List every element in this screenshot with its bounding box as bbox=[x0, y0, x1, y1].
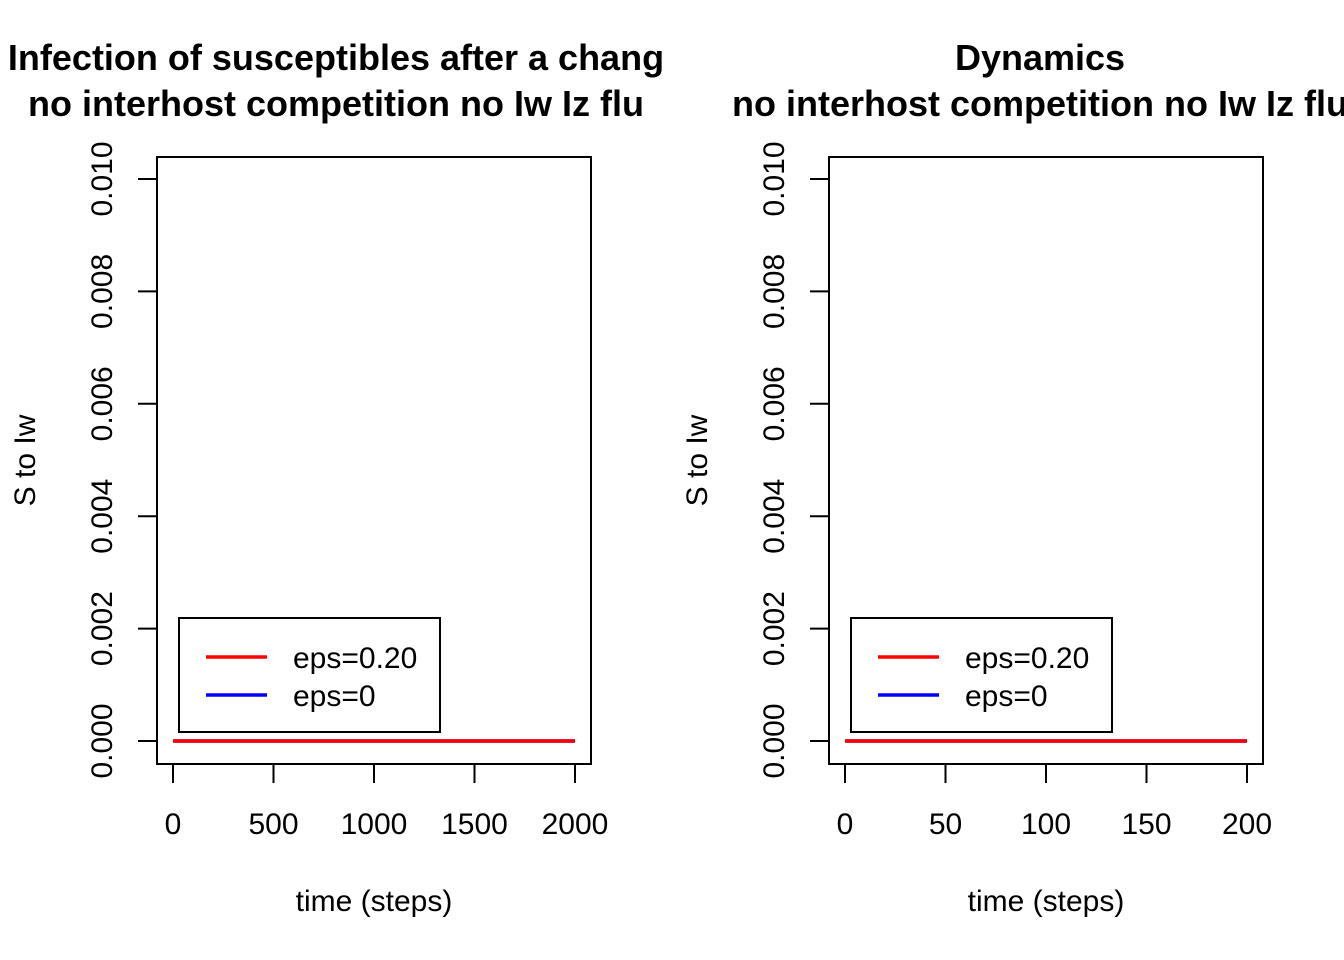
y-tick-label: 0.006 bbox=[86, 366, 119, 441]
y-tick-label: 0.000 bbox=[758, 703, 791, 778]
legend-label-1: eps=0.20 bbox=[965, 642, 1089, 675]
x-tick-label: 2000 bbox=[542, 808, 609, 841]
legend-label-1: eps=0.20 bbox=[293, 642, 417, 675]
x-tick-label: 0 bbox=[837, 808, 854, 841]
x-tick-label: 150 bbox=[1121, 808, 1171, 841]
x-tick-label: 1500 bbox=[441, 808, 508, 841]
y-tick-label: 0.000 bbox=[86, 703, 119, 778]
x-axis-label: time (steps) bbox=[296, 885, 453, 918]
legend-box bbox=[178, 617, 441, 733]
chart-subtitle: no interhost competition no Iw Iz flu bbox=[28, 83, 644, 124]
y-tick-label: 0.002 bbox=[758, 591, 791, 666]
y-tick-label: 0.008 bbox=[758, 254, 791, 329]
x-tick-label: 1000 bbox=[341, 808, 408, 841]
y-tick-label: 0.010 bbox=[86, 141, 119, 216]
legend-box bbox=[850, 617, 1113, 733]
y-tick-label: 0.004 bbox=[86, 479, 119, 554]
chart-subtitle: no interhost competition no Iw Iz flu bbox=[732, 83, 1344, 124]
y-tick-label: 0.002 bbox=[86, 591, 119, 666]
y-tick-label: 0.004 bbox=[758, 479, 791, 554]
x-tick-label: 50 bbox=[929, 808, 962, 841]
y-axis-label: S to Iw bbox=[9, 414, 42, 506]
legend: eps=0.20 eps=0 bbox=[178, 617, 441, 733]
x-tick-label: 100 bbox=[1021, 808, 1071, 841]
chart-panel-1: Infection of susceptibles after a chang n… bbox=[8, 37, 664, 918]
chart-title: Infection of susceptibles after a chang bbox=[8, 37, 664, 78]
chart-title: Dynamics bbox=[955, 37, 1125, 78]
x-tick-label: 500 bbox=[248, 808, 298, 841]
chart-panel-2: Dynamics no interhost competition no Iw I… bbox=[681, 37, 1344, 918]
x-tick-label: 200 bbox=[1222, 808, 1272, 841]
x-tick-label: 0 bbox=[165, 808, 182, 841]
y-tick-label: 0.010 bbox=[758, 141, 791, 216]
x-axis-label: time (steps) bbox=[968, 885, 1125, 918]
y-tick-label: 0.008 bbox=[86, 254, 119, 329]
legend-label-2: eps=0 bbox=[293, 680, 376, 713]
y-tick-label: 0.006 bbox=[758, 366, 791, 441]
legend: eps=0.20 eps=0 bbox=[850, 617, 1113, 733]
legend-label-2: eps=0 bbox=[965, 680, 1048, 713]
y-axis-label: S to Iw bbox=[681, 414, 714, 506]
